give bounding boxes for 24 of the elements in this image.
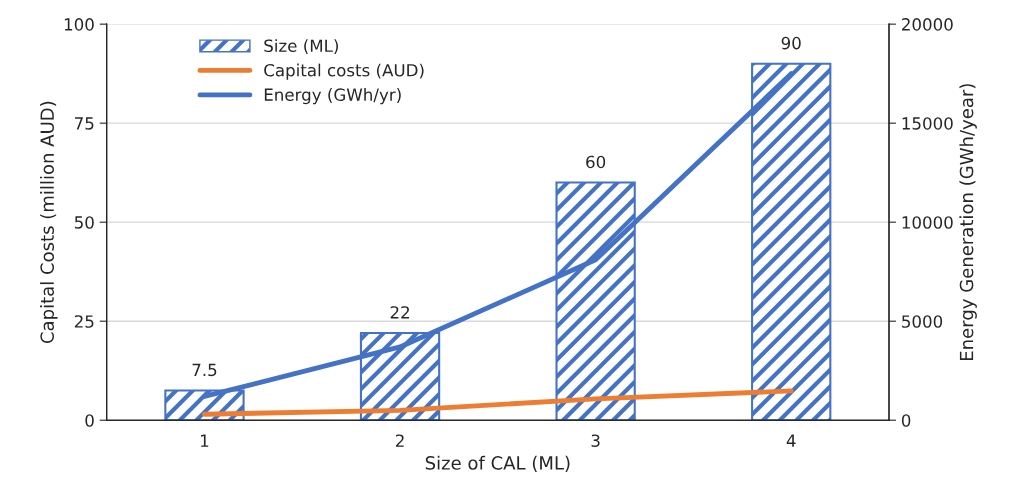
y-axis-title: Capital Costs (million AUD) xyxy=(40,101,58,344)
x-tick-label: 1 xyxy=(201,434,209,447)
y2-tick-label: 10000 xyxy=(902,216,953,229)
legend-label: Size (ML) xyxy=(264,39,338,55)
y2-tick-label: 15000 xyxy=(902,117,953,130)
x-tick-label: 2 xyxy=(395,434,404,447)
legend-label: Energy (GWh/yr) xyxy=(264,88,401,105)
data-label: 22 xyxy=(390,306,409,319)
y-tick-label: 75 xyxy=(75,117,94,130)
data-label: 7.5 xyxy=(192,363,217,377)
x-tick-label: 3 xyxy=(591,434,600,447)
y-tick-label: 50 xyxy=(74,216,94,229)
y-tick-label: 25 xyxy=(74,315,94,328)
data-label: 60 xyxy=(586,155,606,169)
legend-label: Capital costs (AUD) xyxy=(264,63,424,80)
y2-tick-label: 20000 xyxy=(902,18,953,31)
y2-tick-label: 0 xyxy=(901,414,911,427)
x-tick-label: 4 xyxy=(786,434,796,447)
y-tick-label: 100 xyxy=(64,18,94,31)
data-label: 90 xyxy=(781,36,801,50)
y-tick-label: 0 xyxy=(85,414,94,427)
y2-axis-title: Energy Generation (GWh/year) xyxy=(959,84,977,360)
x-axis-title: Size of CAL (ML) xyxy=(425,455,570,472)
y2-tick-label: 5000 xyxy=(902,315,943,328)
